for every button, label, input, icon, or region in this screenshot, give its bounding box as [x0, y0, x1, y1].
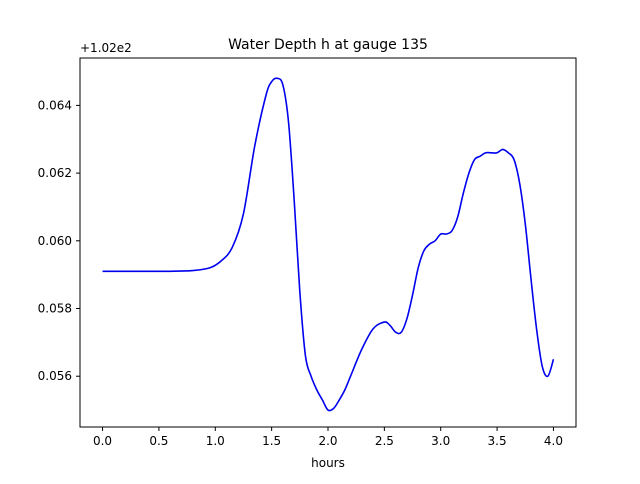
x-tick-label: 1.5	[262, 434, 281, 448]
x-axis-label: hours	[311, 456, 345, 470]
series-line	[102, 77, 555, 412]
x-tick-label: 0.5	[149, 434, 168, 448]
series-layer	[102, 77, 555, 412]
y-tick-label: 0.056	[38, 369, 72, 383]
y-tick-label: 0.058	[38, 302, 72, 316]
y-tick-label: 0.062	[38, 166, 72, 180]
x-axis-ticks: 0.0 0.5 1.0 1.5 2.0 2.5 3.0 3.5 4.0	[93, 427, 563, 448]
y-tick-label: 0.060	[38, 234, 72, 248]
plot-frame	[79, 57, 577, 428]
x-tick-label: 3.5	[488, 434, 507, 448]
x-tick-label: 3.0	[431, 434, 450, 448]
x-tick-label: 2.0	[318, 434, 337, 448]
chart-title: Water Depth h at gauge 135	[228, 37, 428, 53]
x-tick-label: 1.0	[206, 434, 225, 448]
x-tick-label: 0.0	[93, 434, 112, 448]
y-offset-label: +1.02e2	[80, 41, 132, 55]
x-tick-label: 2.5	[375, 434, 394, 448]
x-tick-label: 4.0	[544, 434, 563, 448]
y-tick-label: 0.064	[38, 98, 72, 112]
y-axis-ticks: 0.056 0.058 0.060 0.062 0.064	[38, 98, 80, 383]
